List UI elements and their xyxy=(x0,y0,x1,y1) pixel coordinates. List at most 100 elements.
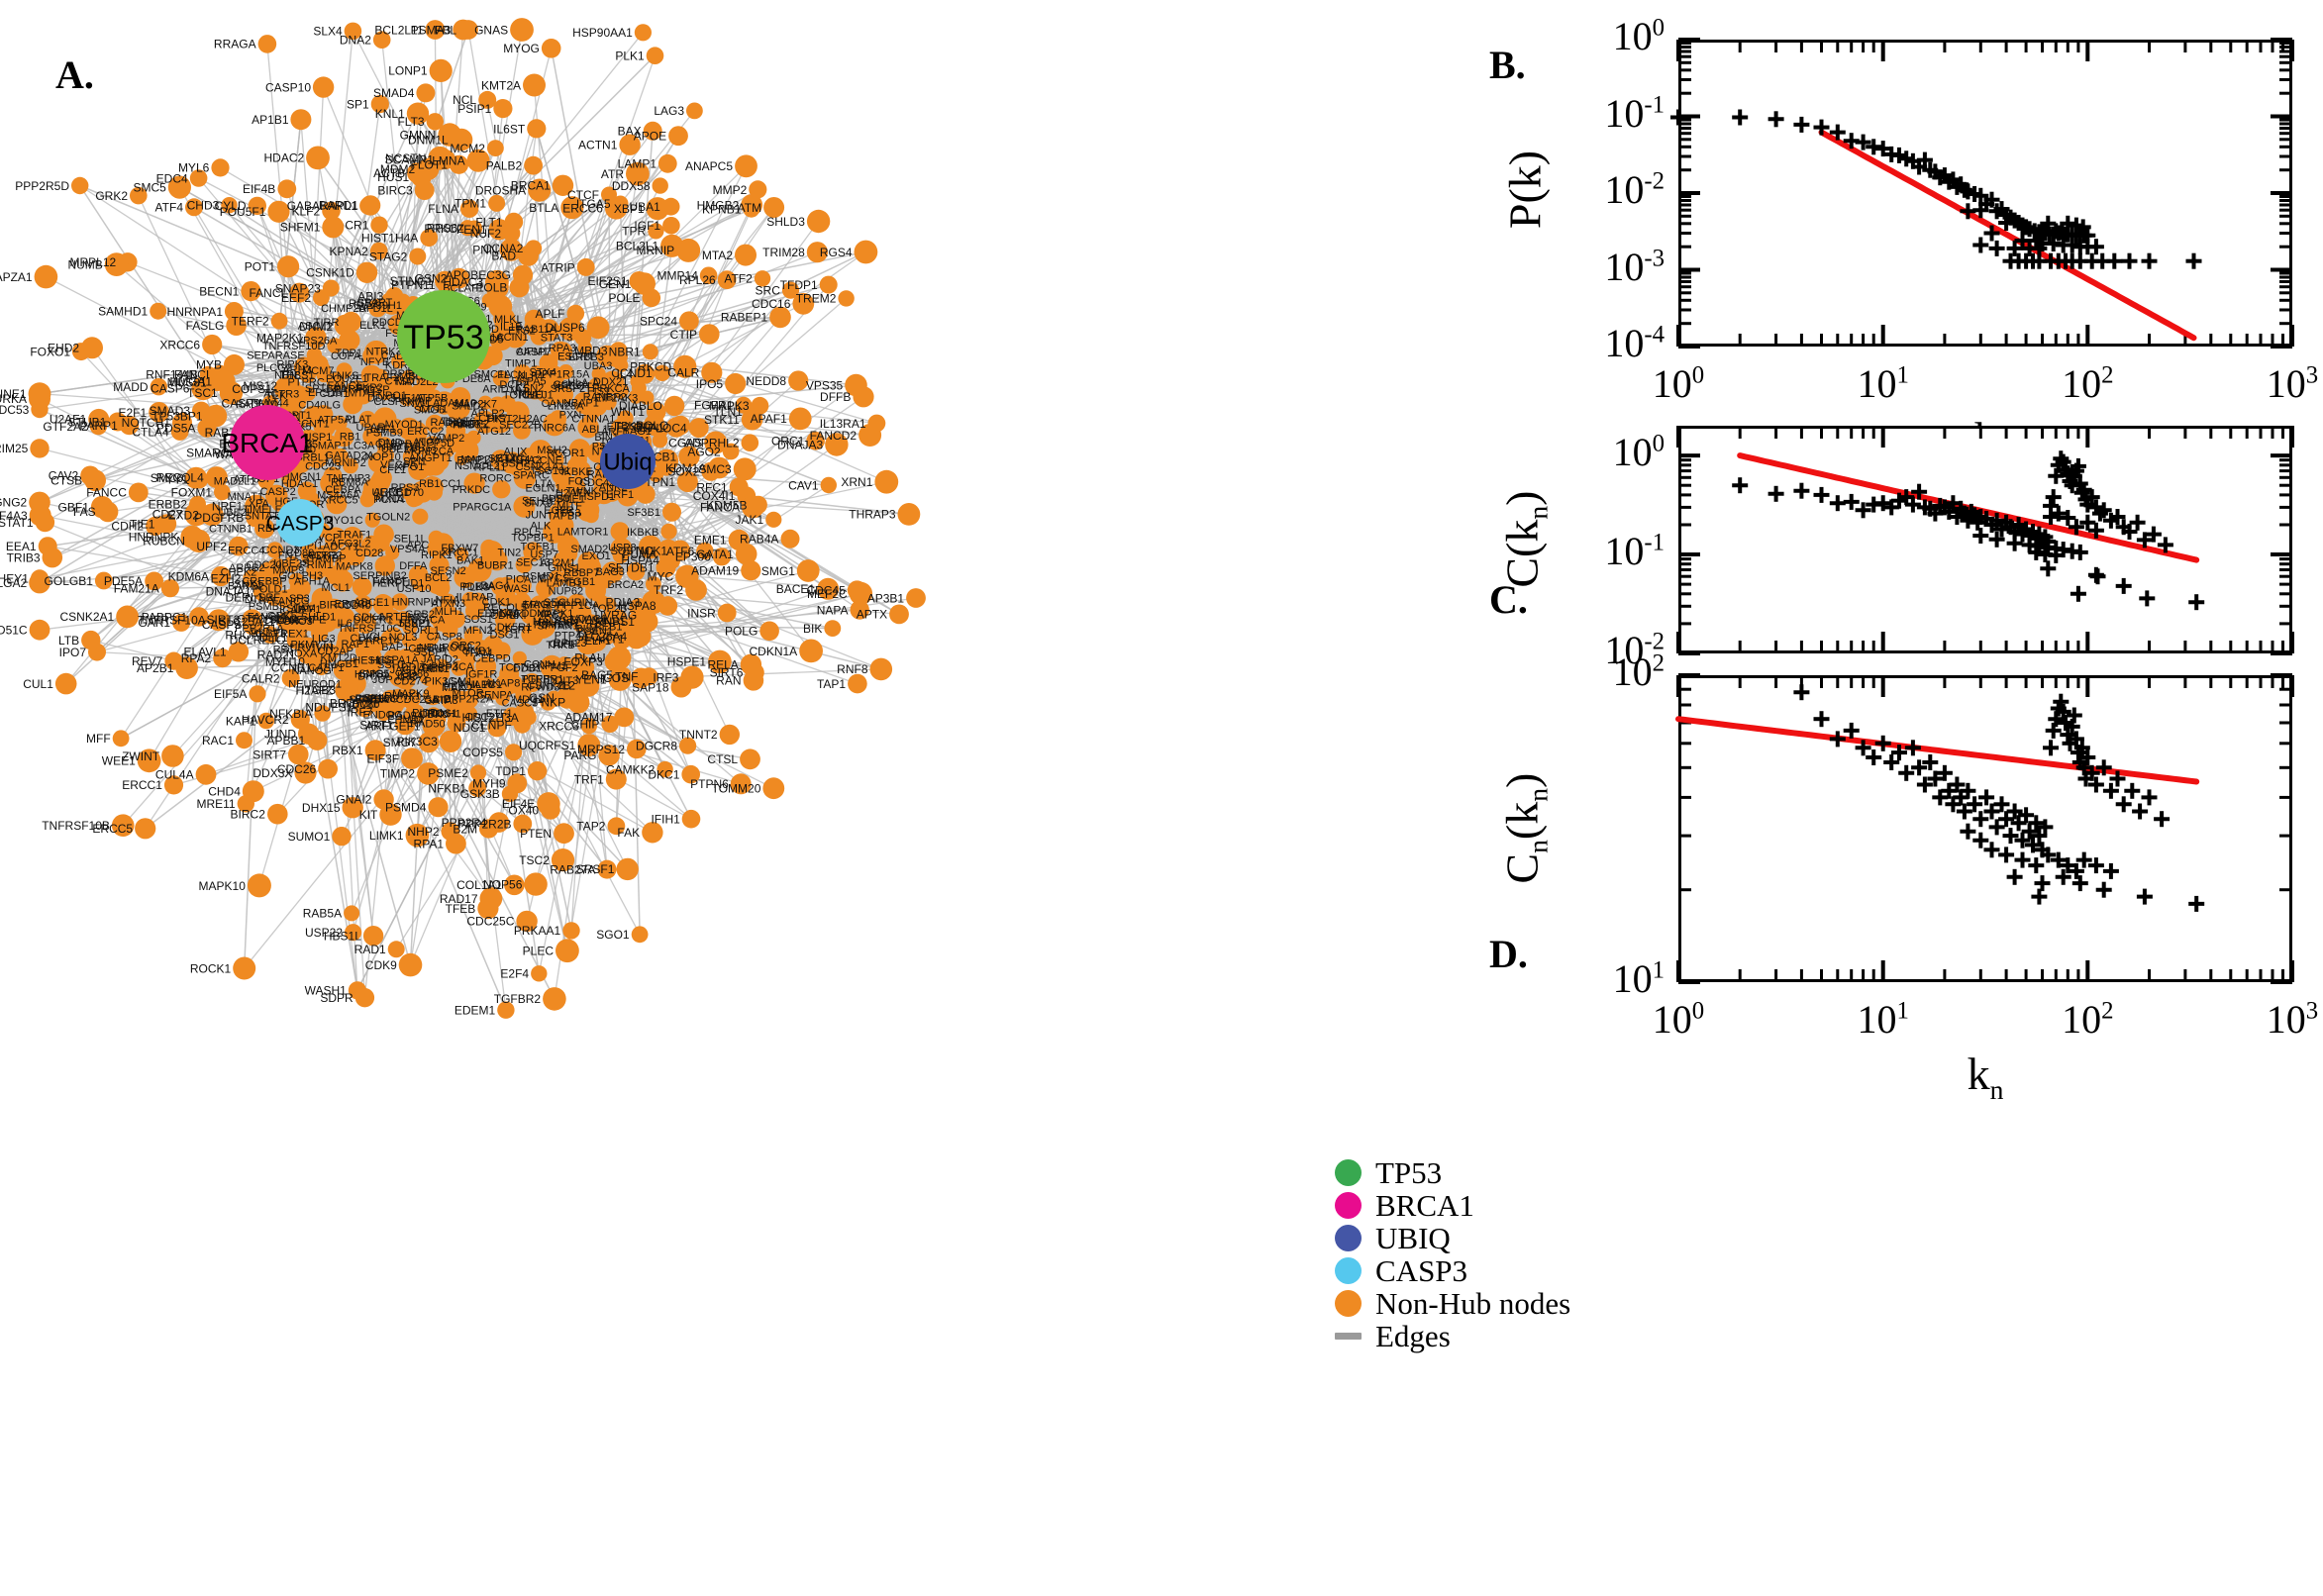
network-node[interactable] xyxy=(571,488,592,508)
network-node[interactable] xyxy=(607,646,632,670)
network-node[interactable] xyxy=(669,540,691,561)
network-node[interactable] xyxy=(615,622,632,640)
network-node[interactable] xyxy=(426,113,444,131)
network-node[interactable] xyxy=(247,873,271,898)
network-node[interactable] xyxy=(529,595,553,620)
network-node[interactable] xyxy=(362,926,384,947)
network-node[interactable] xyxy=(339,330,360,351)
network-node[interactable] xyxy=(556,939,579,963)
network-node[interactable] xyxy=(474,675,496,697)
network-node[interactable] xyxy=(137,748,161,773)
network-node[interactable] xyxy=(394,293,412,311)
network-node[interactable] xyxy=(257,35,277,53)
network-node[interactable] xyxy=(506,401,530,425)
network-node[interactable] xyxy=(189,169,208,187)
network-node[interactable] xyxy=(733,457,757,481)
network-node[interactable] xyxy=(370,471,391,492)
network-node[interactable] xyxy=(150,302,167,320)
network-node[interactable] xyxy=(459,199,479,218)
network-node[interactable] xyxy=(38,537,57,556)
network-node[interactable] xyxy=(640,390,655,405)
network-node[interactable] xyxy=(202,334,223,355)
network-node[interactable] xyxy=(681,809,701,829)
network-node[interactable] xyxy=(211,158,230,177)
network-node[interactable] xyxy=(473,410,497,434)
network-node[interactable] xyxy=(612,547,630,564)
network-node[interactable] xyxy=(513,495,536,518)
network-node[interactable] xyxy=(848,673,867,694)
network-node[interactable] xyxy=(708,649,732,674)
network-node[interactable] xyxy=(145,571,164,591)
network-node[interactable] xyxy=(541,800,560,820)
network-node[interactable] xyxy=(670,415,690,436)
network-node[interactable] xyxy=(306,146,330,170)
network-node[interactable] xyxy=(275,589,295,609)
network-node[interactable] xyxy=(367,451,389,473)
network-node[interactable] xyxy=(643,121,662,141)
network-node[interactable] xyxy=(524,155,543,175)
network-node[interactable] xyxy=(806,242,829,263)
network-node[interactable] xyxy=(417,762,440,785)
network-node[interactable] xyxy=(513,422,531,440)
network-node[interactable] xyxy=(161,745,184,767)
network-node[interactable] xyxy=(307,730,328,750)
network-node[interactable] xyxy=(441,822,460,841)
network-node[interactable] xyxy=(355,261,378,283)
network-node[interactable] xyxy=(362,426,382,447)
network-node[interactable] xyxy=(717,270,737,290)
network-node[interactable] xyxy=(560,196,584,220)
network-node[interactable] xyxy=(29,491,50,514)
network-node[interactable] xyxy=(555,495,568,510)
network-node[interactable] xyxy=(765,511,782,528)
network-node[interactable] xyxy=(397,689,415,707)
network-node[interactable] xyxy=(568,439,591,460)
network-node[interactable] xyxy=(576,612,595,630)
network-node[interactable] xyxy=(638,535,662,559)
network-node[interactable] xyxy=(504,674,524,694)
network-node[interactable] xyxy=(427,539,448,558)
network-node[interactable] xyxy=(150,378,167,396)
network-node[interactable] xyxy=(612,195,629,212)
network-node[interactable] xyxy=(307,437,326,456)
network-node[interactable] xyxy=(583,508,599,524)
network-node[interactable] xyxy=(385,546,400,560)
network-node[interactable] xyxy=(557,364,574,380)
network-node[interactable] xyxy=(461,591,478,608)
network-node[interactable] xyxy=(449,267,470,289)
network-node[interactable] xyxy=(652,177,668,194)
network-node[interactable] xyxy=(237,795,254,813)
network-node[interactable] xyxy=(343,457,358,474)
network-node[interactable] xyxy=(556,656,572,671)
network-node[interactable] xyxy=(277,255,300,278)
network-node[interactable] xyxy=(405,823,430,848)
network-node[interactable] xyxy=(362,347,380,364)
network-node[interactable] xyxy=(243,569,261,588)
network-node[interactable] xyxy=(555,385,574,404)
network-node[interactable] xyxy=(719,724,740,746)
network-node[interactable] xyxy=(135,818,156,840)
network-node[interactable] xyxy=(487,718,507,738)
network-node[interactable] xyxy=(487,140,504,157)
network-node[interactable] xyxy=(450,128,473,151)
network-node[interactable] xyxy=(359,196,378,215)
network-node[interactable] xyxy=(160,579,179,598)
network-node[interactable] xyxy=(29,571,50,594)
network-node[interactable] xyxy=(527,761,548,781)
network-node[interactable] xyxy=(332,827,352,847)
network-node[interactable] xyxy=(528,178,552,202)
network-node[interactable] xyxy=(249,685,266,703)
network-node[interactable] xyxy=(164,651,183,670)
network-node[interactable] xyxy=(513,364,532,383)
network-node[interactable] xyxy=(395,648,420,672)
network-node[interactable] xyxy=(561,564,585,587)
network-node[interactable] xyxy=(454,449,469,465)
network-node[interactable] xyxy=(806,209,831,234)
network-node[interactable] xyxy=(668,126,688,147)
network-node[interactable] xyxy=(348,549,364,566)
network-node[interactable] xyxy=(676,238,701,262)
network-node[interactable] xyxy=(505,330,524,349)
network-node[interactable] xyxy=(156,514,177,535)
network-node[interactable] xyxy=(561,678,577,695)
network-node[interactable] xyxy=(418,452,443,476)
network-node[interactable] xyxy=(551,848,575,872)
